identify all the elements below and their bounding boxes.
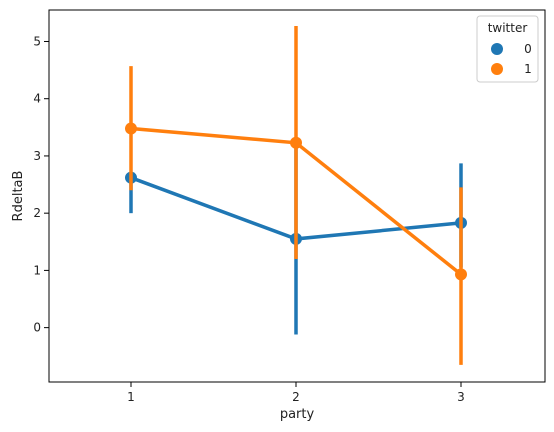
legend-marker-0 bbox=[491, 43, 503, 55]
legend-label-1: 1 bbox=[524, 62, 532, 76]
axes-frame bbox=[48, 9, 546, 383]
legend-label-0: 0 bbox=[524, 42, 532, 56]
y-tick-label-0: 0 bbox=[33, 321, 41, 335]
x-tick-label-2: 2 bbox=[292, 390, 300, 404]
y-tick-label-3: 3 bbox=[33, 149, 41, 163]
x-tick-label-3: 3 bbox=[457, 390, 465, 404]
plot-area bbox=[125, 26, 467, 365]
legend-title: twitter bbox=[488, 21, 528, 35]
point-series-1-3 bbox=[455, 268, 467, 281]
y-tick-label-5: 5 bbox=[33, 34, 41, 48]
x-tick-label-1: 1 bbox=[127, 390, 135, 404]
y-tick-label-4: 4 bbox=[33, 92, 41, 106]
y-axis-label: RdeltaB bbox=[11, 171, 26, 222]
legend-marker-1 bbox=[491, 63, 503, 75]
point-series-1-1 bbox=[125, 122, 137, 135]
legend: twitter 0 1 bbox=[476, 15, 539, 83]
y-tick-label-2: 2 bbox=[33, 206, 41, 220]
x-axis-label: party bbox=[280, 407, 315, 422]
axes: 1 2 3 0 1 2 3 4 5 party RdeltaB bbox=[11, 9, 546, 422]
series-1 bbox=[125, 26, 467, 365]
point-series-1-2 bbox=[290, 136, 302, 149]
y-tick-label-1: 1 bbox=[33, 263, 41, 277]
